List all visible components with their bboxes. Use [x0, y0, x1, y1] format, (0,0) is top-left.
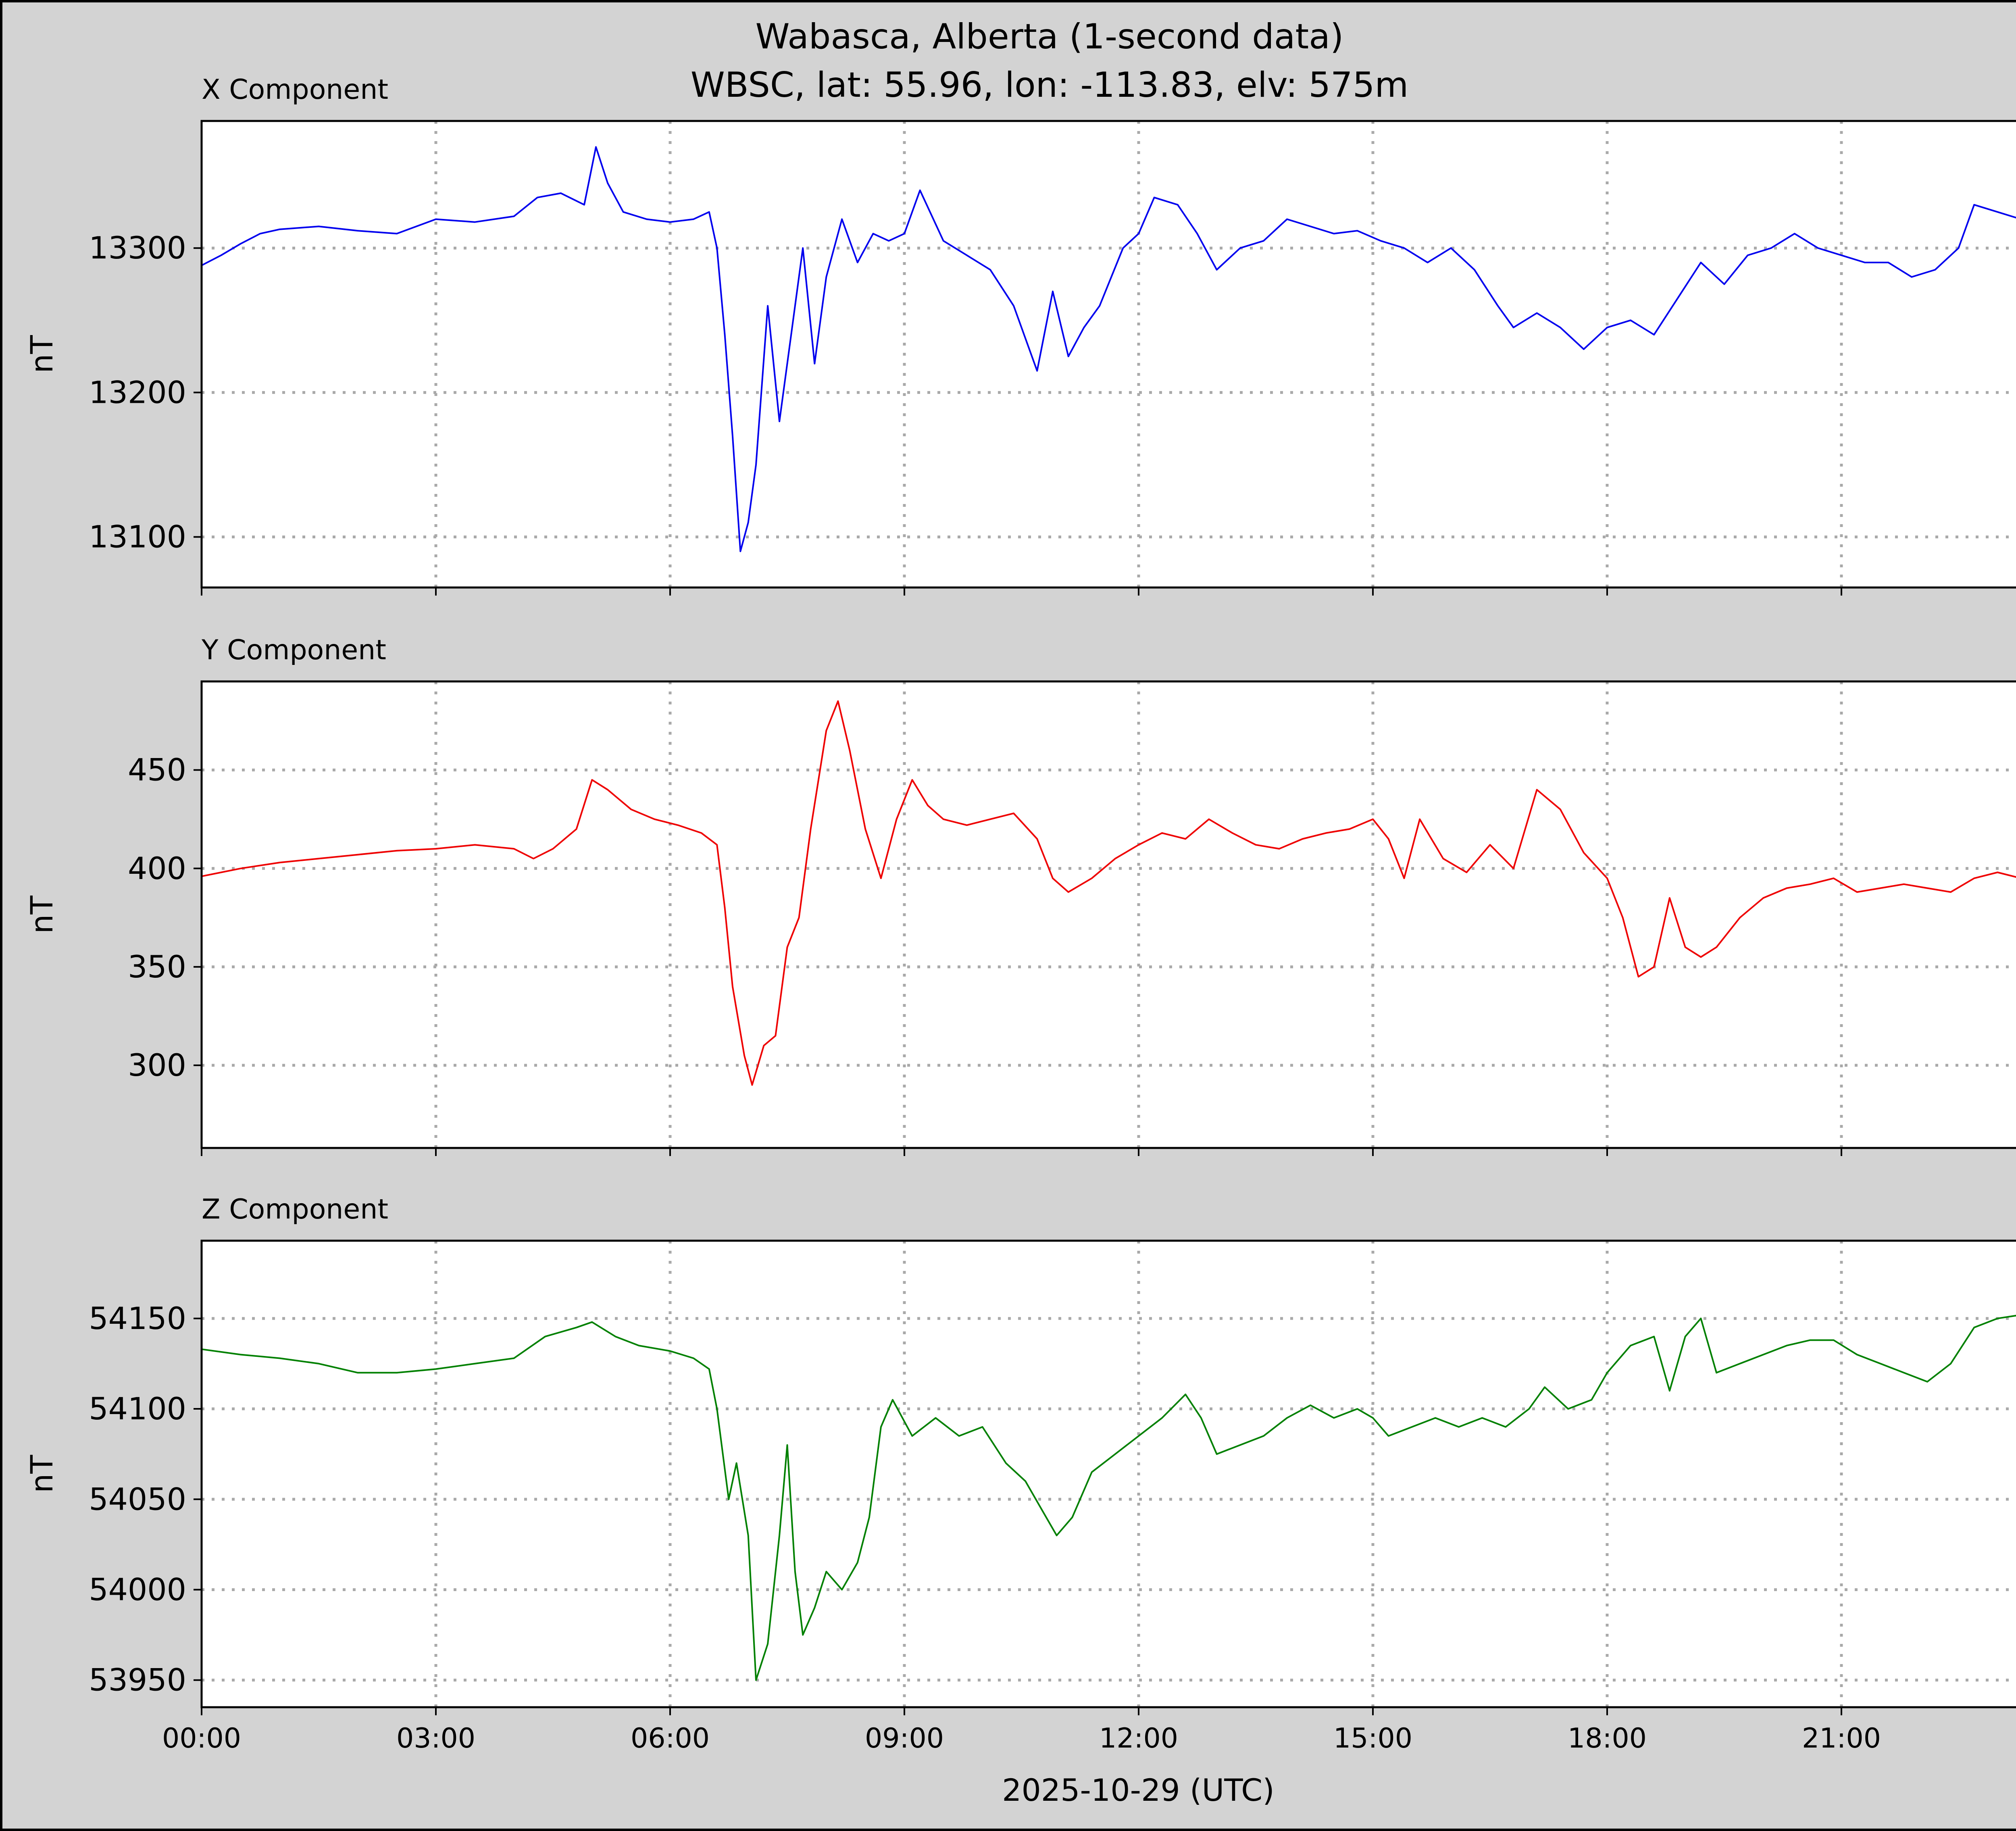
y-tick-label: 13300 — [89, 230, 186, 266]
x-axis-label: 2025-10-29 (UTC) — [1002, 1772, 1275, 1808]
plot-area — [202, 1241, 2016, 1707]
x-tick-label: 21:00 — [1802, 1723, 1881, 1754]
series-line — [201, 1314, 2016, 1681]
chart-title: Wabasca, Alberta (1-second data) — [756, 17, 1344, 57]
x-tick-label: 00:00 — [162, 1723, 241, 1754]
y-tick-label: 13200 — [89, 374, 186, 410]
y-tick-label: 350 — [128, 949, 186, 985]
y-tick-label: 54000 — [89, 1572, 186, 1608]
plot-frame — [200, 1239, 2016, 1708]
x-tick-label: 12:00 — [1099, 1723, 1178, 1754]
plot-frame — [200, 120, 2016, 589]
y-tick-label: 54150 — [89, 1300, 186, 1336]
x-tick-label: 15:00 — [1333, 1723, 1412, 1754]
panel-3: 00:00 03:00 06:00 09:00 12:00 15:00 18:00 21:00… — [24, 1194, 2016, 1754]
x-tick-label: 18:00 — [1568, 1723, 1647, 1754]
panel-title: X Component — [202, 74, 388, 106]
series-line — [201, 146, 2016, 552]
panel-1: 13100 13200 13300 X Component nT — [24, 74, 2016, 596]
y-axis-label: nT — [24, 1455, 60, 1493]
y-axis-label: nT — [24, 335, 60, 373]
panel-title: Y Component — [201, 634, 386, 666]
y-axis-label: nT — [24, 896, 60, 934]
series-line — [201, 700, 2016, 1086]
x-tick-label: 09:00 — [865, 1723, 944, 1754]
x-tick-label: 06:00 — [631, 1723, 710, 1754]
panel-title: Z Component — [202, 1194, 388, 1225]
y-tick-label: 400 — [128, 850, 186, 886]
y-tick-label: 53950 — [89, 1662, 186, 1698]
y-tick-label: 450 — [128, 752, 186, 788]
chart-subtitle: WBSC, lat: 55.96, lon: -113.83, elv: 575… — [691, 65, 1409, 105]
panels-group: 13100 13200 13300 X Component nT 300 350 400 450… — [24, 74, 2016, 1754]
panel-2: 300 350 400 450 Y Component nT — [24, 634, 2016, 1156]
plot-frame — [200, 680, 2016, 1149]
y-tick-label: 54100 — [89, 1391, 186, 1427]
y-tick-label: 13100 — [89, 519, 186, 555]
plot-area — [202, 121, 2016, 587]
y-tick-label: 300 — [128, 1047, 186, 1083]
plot-area — [202, 681, 2016, 1148]
y-tick-label: 54050 — [89, 1481, 186, 1517]
x-tick-label: 03:00 — [396, 1723, 475, 1754]
